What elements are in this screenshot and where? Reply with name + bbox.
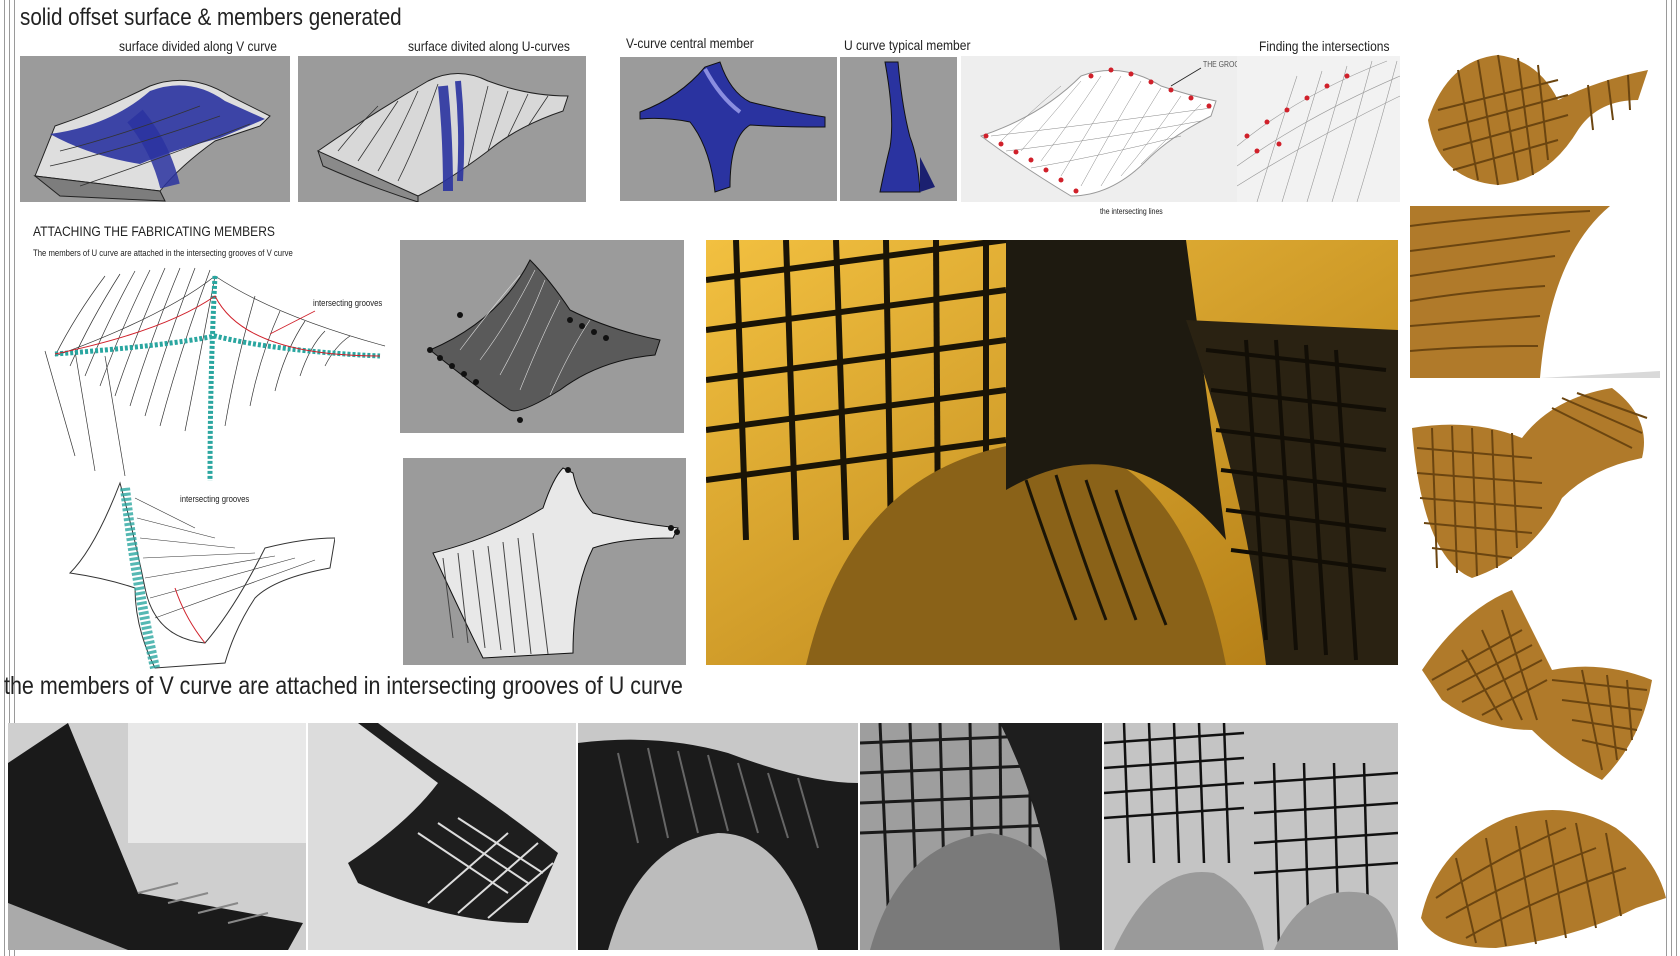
u-members-line-drawing [15,256,400,486]
u-curve-division-render [298,56,586,202]
intersection-wireframe [961,56,1237,202]
intersection-closeup [1237,56,1400,202]
wood-model-render-5 [1416,798,1666,950]
attaching-subtitle: The members of U curve are attached in t… [33,248,293,258]
bw-photo-3 [578,723,858,950]
finding-intersections-label: Finding the intersections [1259,38,1390,54]
v-central-member-render [620,57,837,201]
intersecting-lines-label: the intersecting lines [1100,207,1163,216]
bw-photo-1 [8,723,306,950]
wood-model-render-1 [1418,40,1666,195]
member-assembly-render-2 [403,458,686,665]
bw-photo-4 [860,723,1102,950]
v-curve-division-render [20,56,290,202]
u-typical-member-render [840,57,957,201]
bw-photo-2 [308,723,576,950]
u-curve-division-label: surface divited along U-curves [408,38,570,54]
grooves-label-lower: intersecting grooves [180,494,250,504]
model-closeup-photo [706,240,1398,665]
main-title: solid offset surface & members generated [20,4,402,31]
attaching-title: ATTACHING THE FABRICATING MEMBERS [33,223,275,239]
bw-photo-5 [1104,723,1398,950]
v-members-line-drawing [65,478,335,673]
bottom-caption: the members of V curve are attached in i… [4,672,683,700]
wood-model-render-4 [1402,590,1666,788]
u-typical-member-label: U curve typical member [844,37,971,53]
member-assembly-render-1 [400,240,684,433]
v-central-member-label: V-curve central member [626,35,754,51]
wood-model-render-2 [1410,206,1666,378]
v-curve-division-label: surface divided along V curve [119,38,277,54]
grooves-label-upper: intersecting grooves [313,298,383,308]
wood-model-render-3 [1412,388,1666,584]
